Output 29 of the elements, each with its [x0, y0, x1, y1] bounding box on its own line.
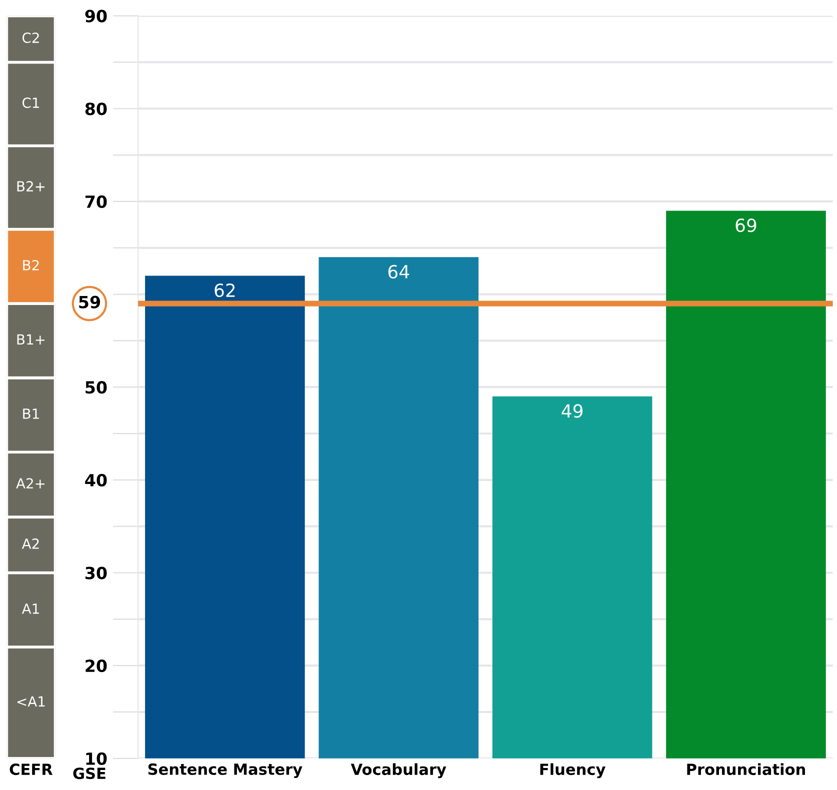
series-label: B2 [23, 260, 39, 270]
data-label: 49 [562, 404, 583, 418]
text: GSE [73, 768, 106, 780]
data-label: 64 [388, 264, 410, 279]
y-tick-label: 50 [86, 381, 107, 394]
series-label: B1+ [17, 334, 44, 345]
series-label: <A1 [17, 696, 45, 707]
y-tick-label: 90 [85, 10, 107, 22]
series-label: C1 [22, 98, 39, 108]
ref-line-label: 59 [79, 296, 100, 308]
series-label: A2+ [16, 478, 44, 488]
y-tick-label: 70 [85, 195, 107, 208]
x-tick-label: Vocabulary [350, 763, 446, 778]
data-label: 62 [214, 283, 235, 298]
data-label: 69 [736, 218, 756, 232]
series-label: A2 [22, 538, 39, 549]
x-tick-label: Sentence Mastery [148, 763, 302, 778]
x-tick-label: Fluency [540, 763, 606, 778]
series-label: B1 [23, 408, 39, 419]
y-tick-label: 40 [85, 474, 107, 486]
series-label: B2+ [17, 181, 44, 192]
x-tick-label: CEFR [10, 764, 53, 776]
series-label: A1 [22, 604, 39, 614]
x-tick-label: Pronunciation [687, 763, 805, 776]
y-tick-label: 20 [86, 660, 107, 672]
series-label: C2 [22, 32, 39, 44]
y-tick-label: 10 [86, 752, 107, 765]
y-tick-label: 80 [85, 102, 107, 116]
y-tick-label: 30 [85, 566, 107, 580]
